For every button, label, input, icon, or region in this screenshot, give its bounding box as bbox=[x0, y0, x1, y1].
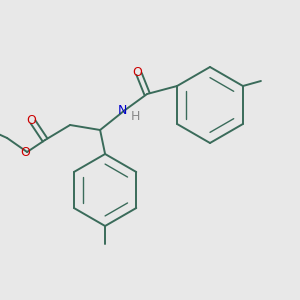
Text: O: O bbox=[20, 146, 30, 158]
Text: O: O bbox=[132, 67, 142, 80]
Text: H: H bbox=[130, 110, 140, 122]
Text: N: N bbox=[117, 104, 127, 118]
Text: O: O bbox=[26, 115, 36, 128]
